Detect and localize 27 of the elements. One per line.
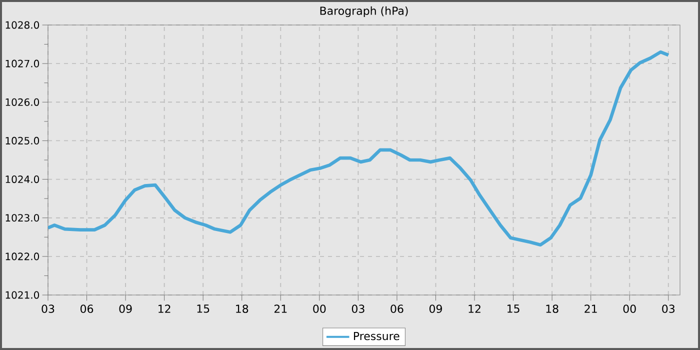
y-tick-label: 1027.0 <box>6 60 40 68</box>
y-tick-label: 1022.0 <box>6 252 40 260</box>
x-tick-label: 15 <box>197 304 210 313</box>
x-tick-label: 12 <box>468 304 480 313</box>
legend-label: Pressure <box>354 332 400 340</box>
x-tick-label: 06 <box>80 304 94 313</box>
y-tick-label: 1026.0 <box>6 98 40 106</box>
y-tick-label: 1024.0 <box>6 176 40 184</box>
x-tick-label: 18 <box>546 304 558 313</box>
x-tick-label: 06 <box>390 304 404 313</box>
y-tick-label: 1023.0 <box>6 214 40 222</box>
x-tick-label: 18 <box>236 304 248 313</box>
x-tick-label: 03 <box>662 304 674 313</box>
x-tick-label: 09 <box>429 304 442 313</box>
y-tick-label: 1025.0 <box>6 136 40 145</box>
x-tick-label: 12 <box>158 304 170 313</box>
x-tick-label: 03 <box>42 304 54 313</box>
x-tick-label: 09 <box>119 304 132 313</box>
x-tick-label: 03 <box>352 304 364 313</box>
x-tick-label: 21 <box>584 304 597 313</box>
x-tick-label: 00 <box>623 304 636 313</box>
x-tick-label: 15 <box>507 304 520 313</box>
chart-title: Barograph (hPa) <box>320 6 408 18</box>
x-tick-label: 21 <box>274 304 287 313</box>
x-tick-label: 00 <box>313 304 326 313</box>
y-tick-label: 1028.0 <box>6 21 40 29</box>
y-tick-label: 1021.0 <box>6 291 40 299</box>
